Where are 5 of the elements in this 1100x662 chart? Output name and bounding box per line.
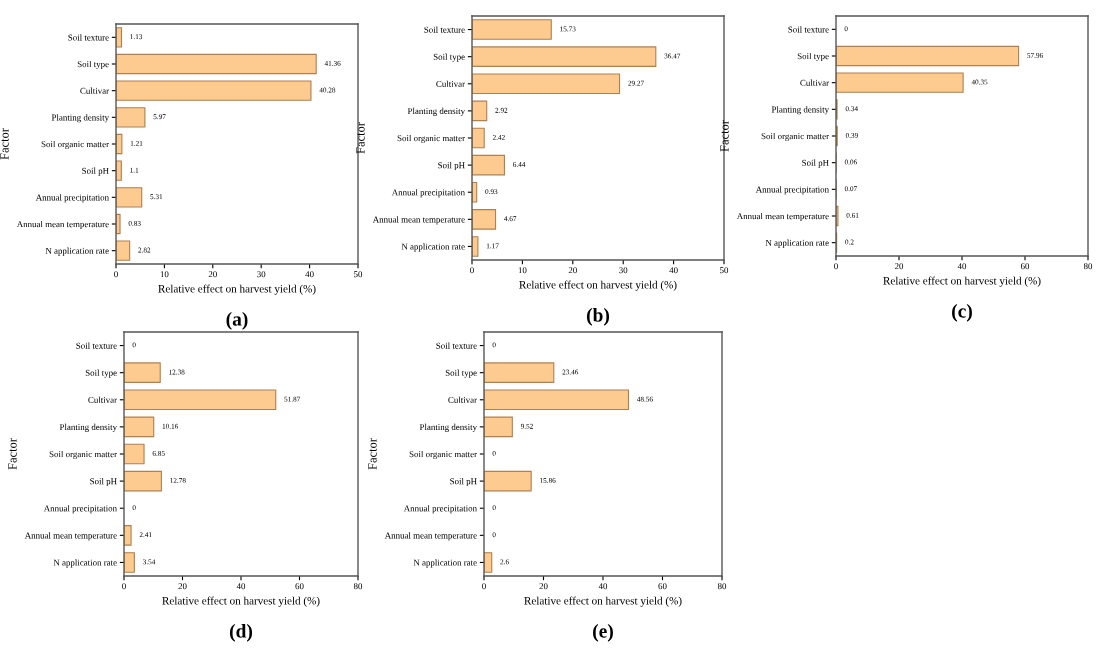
text: (b) xyxy=(586,308,610,326)
text: (a) xyxy=(226,312,248,330)
text: (d) xyxy=(229,624,253,642)
text: (e) xyxy=(593,624,613,642)
text: (c) xyxy=(952,304,972,322)
